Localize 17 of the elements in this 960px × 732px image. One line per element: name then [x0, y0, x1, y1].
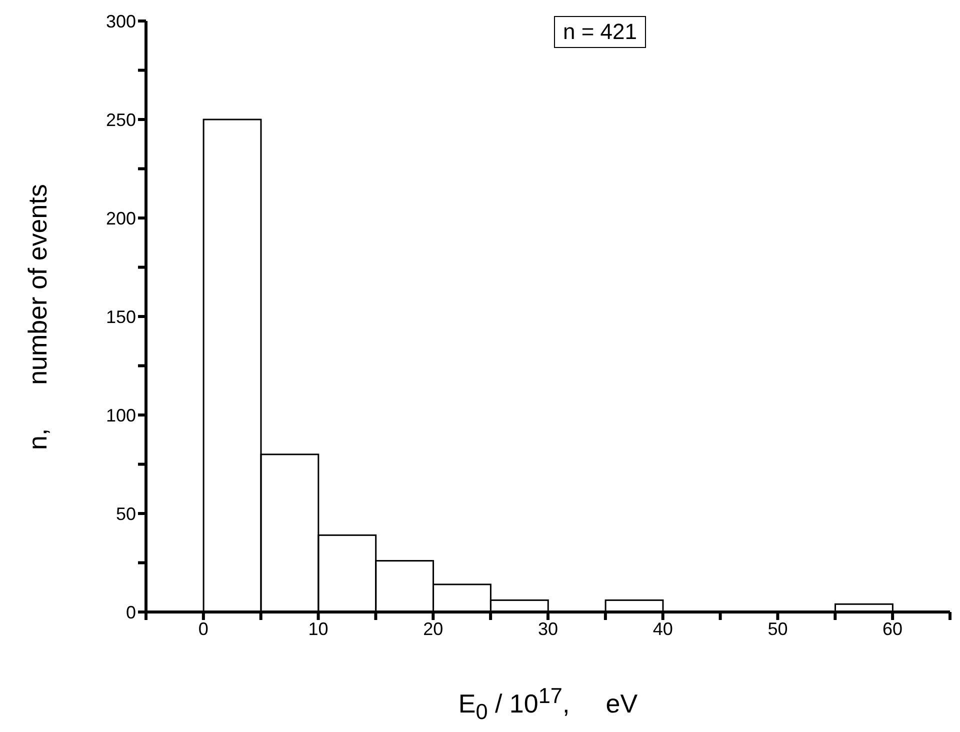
x-axis-title: E$_{0}$ / 10$^{17}$, eV	[457, 683, 639, 725]
x-tick-label: 0	[198, 618, 208, 639]
y-tick-label: 50	[116, 504, 136, 524]
y-tick-label: 100	[106, 405, 136, 426]
x-tick-label: 40	[652, 618, 673, 639]
y-tick-label: 150	[106, 306, 136, 327]
x-tick-label: 30	[538, 618, 558, 639]
y-tick-label: 250	[106, 110, 136, 130]
y-axis-title: n, number of events	[22, 184, 54, 450]
x-tick-label: 60	[882, 618, 903, 639]
y-tick-label: 0	[126, 602, 136, 622]
y-tick-label: 300	[106, 11, 136, 32]
x-tick-label: 50	[768, 618, 788, 639]
y-tick-label: 200	[106, 208, 136, 228]
x-tick-label: 20	[423, 618, 444, 639]
x-tick-label: 10	[308, 618, 328, 639]
annotation: n = 421	[554, 16, 646, 48]
